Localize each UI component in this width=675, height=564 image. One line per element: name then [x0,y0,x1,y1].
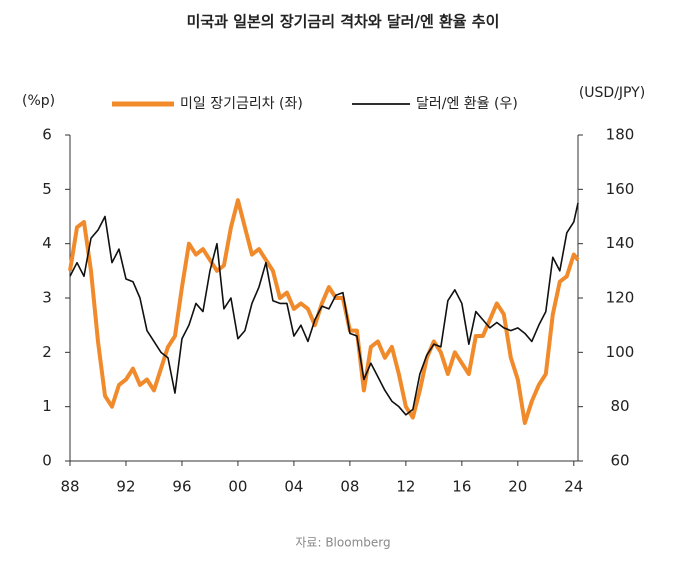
y-tick-label: 2 [42,343,52,361]
x-tick-label: 16 [452,478,471,496]
series-line [69,202,579,416]
y-tick-label: 0 [42,452,52,470]
y2-tick-label: 80 [610,397,629,415]
x-tick-label: 04 [284,478,303,496]
x-tick-label: 20 [508,478,527,496]
y-tick-label: 1 [42,397,52,415]
legend-label: 미일 장기금리차 (좌) [180,96,303,112]
x-tick-label: 08 [340,478,359,496]
y2-tick-label: 100 [606,343,635,361]
y2-tick-label: 160 [606,180,635,198]
chart-title: 미국과 일본의 장기금리 격차와 달러/엔 환율 추이 [187,13,500,31]
y-tick-label: 6 [42,126,52,144]
x-tick-label: 88 [60,478,79,496]
x-tick-label: 12 [396,478,415,496]
y2-tick-label: 120 [606,289,635,307]
x-tick-label: 92 [116,478,135,496]
y2-tick-label: 180 [606,126,635,144]
x-tick-label: 24 [564,478,583,496]
x-tick-label: 00 [228,478,247,496]
x-tick-label: 96 [172,478,191,496]
y2-tick-label: 140 [606,234,635,252]
legend-label: 달러/엔 환율 (우) [416,96,518,112]
y-axis-unit: (%p) [22,93,55,109]
y2-axis-unit: (USD/JPY) [579,85,645,101]
y2-tick-label: 60 [610,452,629,470]
y-tick-label: 3 [42,289,52,307]
series-line [68,198,580,425]
y-tick-label: 4 [42,234,52,252]
y-tick-label: 5 [42,180,52,198]
source-note: 자료: Bloomberg [295,536,390,550]
